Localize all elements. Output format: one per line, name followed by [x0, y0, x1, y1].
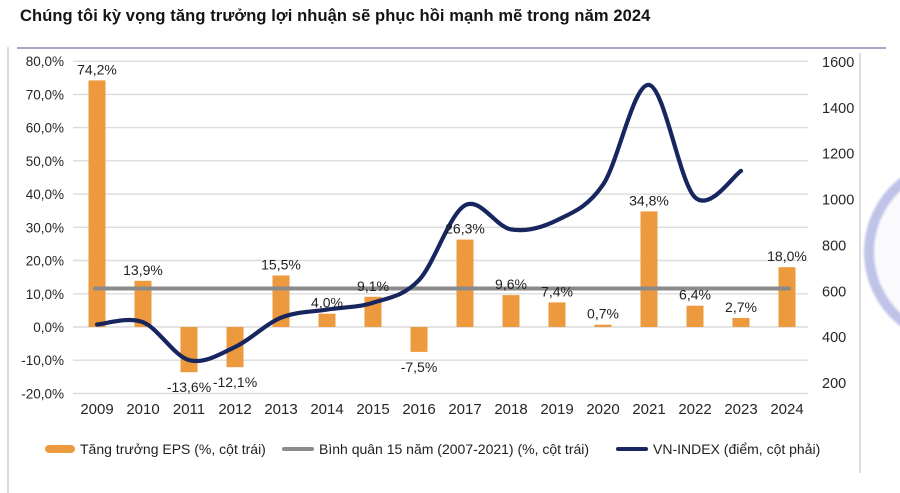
x-axis-label-2024: 2024 — [770, 401, 803, 418]
panel-right-border — [859, 53, 861, 473]
vnindex-line-swatch-icon — [616, 447, 648, 451]
x-axis-label-2021: 2021 — [632, 401, 665, 418]
left-axis-tick: 30,0% — [26, 220, 64, 235]
eps-bar-2019 — [548, 302, 566, 327]
legend-label-vnindex: VN-INDEX (điểm, cột phải) — [653, 441, 821, 457]
bar-value-label-2010: 13,9% — [123, 262, 163, 278]
legend-label-eps: Tăng trưởng EPS (%, cột trái) — [80, 441, 266, 457]
bar-value-label-2018: 9,6% — [495, 276, 527, 292]
bar-value-label-2013: 15,5% — [261, 257, 301, 273]
left-axis-tick: 60,0% — [26, 121, 64, 136]
eps-bar-swatch-icon — [45, 445, 75, 453]
eps-bar-2023 — [732, 318, 750, 327]
right-axis-tick: 200 — [822, 376, 846, 392]
eps-bar-2021 — [640, 211, 658, 327]
x-axis-label-2017: 2017 — [448, 401, 481, 418]
x-axis-label-2023: 2023 — [724, 401, 757, 418]
x-axis-label-2010: 2010 — [126, 401, 159, 418]
right-axis-tick: 800 — [822, 238, 846, 254]
eps-bar-2010 — [134, 280, 152, 327]
bar-value-label-2023: 2,7% — [725, 299, 757, 315]
x-axis-label-2018: 2018 — [494, 401, 527, 418]
title-divider — [17, 47, 886, 49]
panel-left-border — [7, 47, 9, 493]
left-axis-tick: -20,0% — [21, 387, 64, 402]
legend-item-vnindex: VN-INDEX (điểm, cột phải) — [616, 440, 820, 458]
page-title: Chúng tôi kỳ vọng tăng trưởng lợi nhuận … — [20, 7, 651, 25]
x-axis-label-2015: 2015 — [356, 401, 389, 418]
right-axis-tick: 1400 — [822, 101, 854, 117]
right-axis-tick: 1600 — [822, 55, 854, 71]
left-axis-tick: 10,0% — [26, 287, 64, 302]
eps-bar-2017 — [456, 239, 474, 327]
bar-value-label-2019: 7,4% — [541, 283, 573, 299]
eps-vnindex-combo-chart: 80,0% 70,0% 60,0% 50,0% 40,0% 30,0% 20,0% 10,0%… — [21, 54, 854, 418]
bar-value-label-2024: 18,0% — [767, 248, 807, 264]
eps-bar-2020 — [594, 324, 612, 327]
left-axis-tick: 40,0% — [26, 187, 64, 202]
x-axis-label-2020: 2020 — [586, 401, 619, 418]
x-axis-label-2019: 2019 — [540, 401, 573, 418]
bar-value-label-2015: 9,1% — [357, 278, 389, 294]
eps-bar-2009 — [88, 80, 106, 328]
x-axis-label-2012: 2012 — [218, 401, 251, 418]
right-axis-tick: 1000 — [822, 193, 854, 209]
x-axis-label-2011: 2011 — [173, 401, 205, 418]
x-axis-label-2013: 2013 — [264, 401, 297, 418]
left-axis-tick: 20,0% — [26, 254, 64, 269]
vnindex-line — [94, 82, 744, 364]
bar-value-label-2009: 74,2% — [77, 61, 117, 77]
left-axis-tick: 0,0% — [33, 320, 64, 335]
bar-value-label-2017: 26,3% — [445, 221, 485, 237]
average-line-swatch-icon — [282, 447, 314, 451]
eps-bar-2022 — [686, 305, 704, 327]
left-axis-tick: 80,0% — [26, 54, 64, 69]
eps-bar-2016 — [410, 327, 428, 352]
bar-value-label-2022: 6,4% — [679, 287, 711, 303]
bar-value-label-2020: 0,7% — [587, 306, 619, 322]
right-axis-tick: 400 — [822, 330, 846, 346]
bar-value-label-2021: 34,8% — [629, 192, 669, 208]
x-axis-label-2022: 2022 — [678, 401, 711, 418]
bar-value-label-2014: 4,0% — [311, 295, 343, 311]
bar-value-label-2011: -13,6% — [167, 379, 211, 395]
right-axis-tick: 1200 — [822, 147, 854, 163]
left-axis-tick: -10,0% — [21, 353, 64, 368]
right-axis-tick: 600 — [822, 284, 846, 300]
eps-bar-2024 — [778, 267, 796, 327]
eps-bar-2014 — [318, 313, 336, 327]
x-axis-label-2014: 2014 — [310, 401, 343, 418]
legend-label-average: Bình quân 15 năm (2007-2021) (%, cột trá… — [319, 441, 590, 457]
legend-item-eps: Tăng trưởng EPS (%, cột trái) — [45, 440, 266, 458]
left-axis-tick: 50,0% — [26, 154, 64, 169]
eps-bar-2011 — [180, 327, 198, 373]
x-axis-label-2016: 2016 — [402, 401, 435, 418]
bar-value-label-2016: -7,5% — [401, 359, 438, 375]
eps-bar-2018 — [502, 295, 520, 327]
legend-item-average: Bình quân 15 năm (2007-2021) (%, cột trá… — [282, 440, 589, 458]
bar-value-label-2012: -12,1% — [213, 374, 257, 390]
left-axis-tick: 70,0% — [26, 87, 64, 102]
x-axis-label-2009: 2009 — [80, 401, 113, 418]
